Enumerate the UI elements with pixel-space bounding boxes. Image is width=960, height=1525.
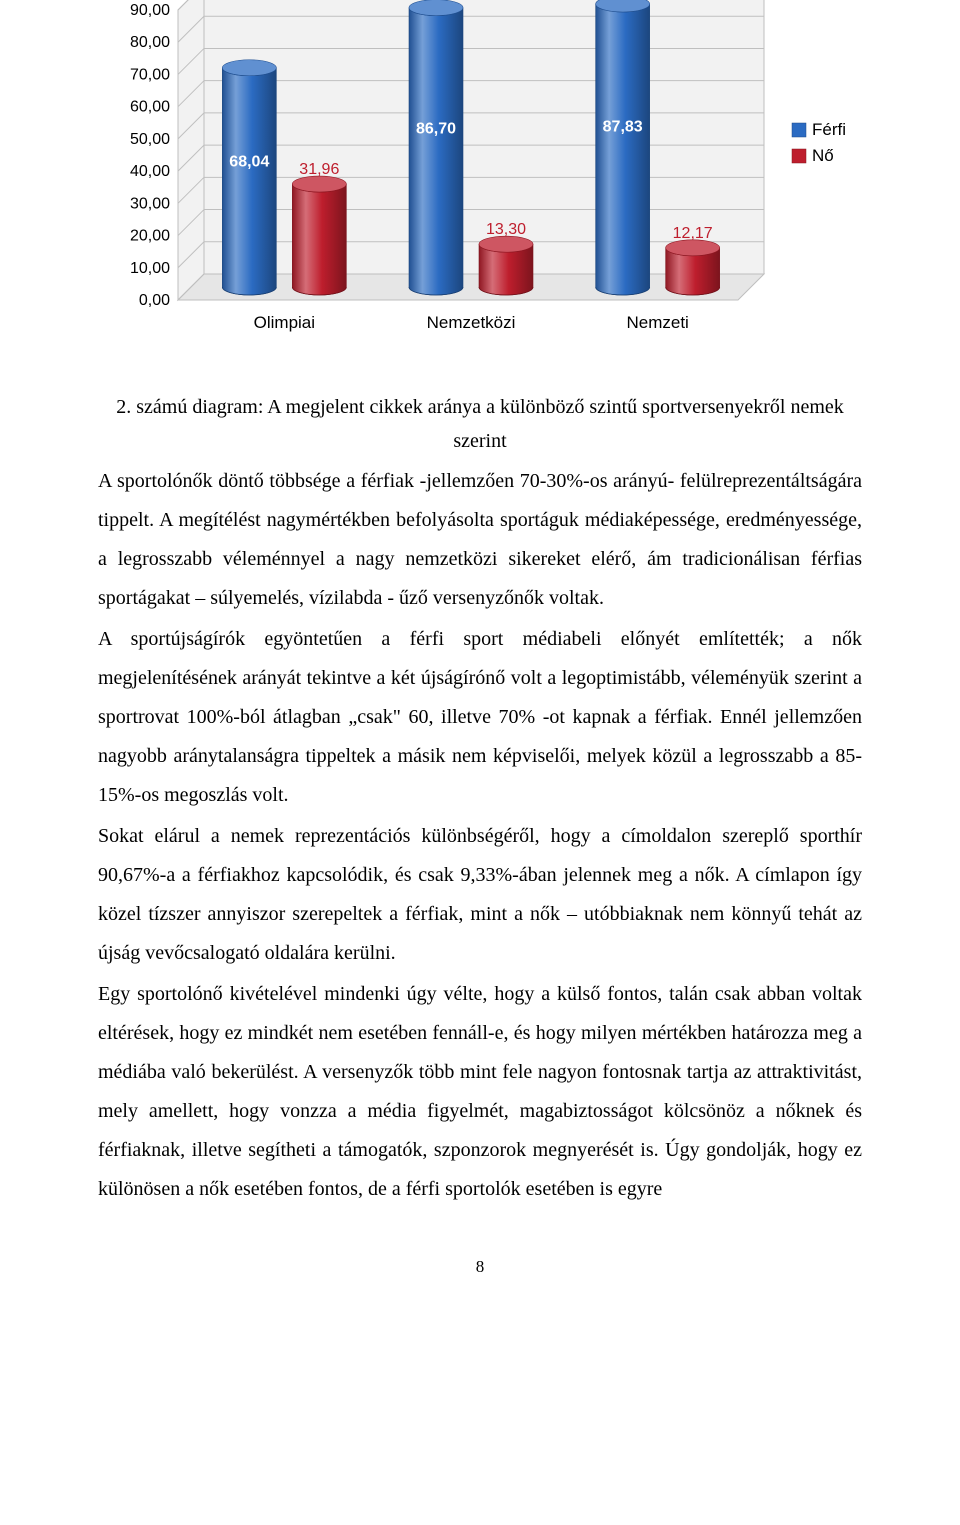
svg-text:68,04: 68,04 (229, 153, 269, 170)
svg-text:70,00: 70,00 (130, 66, 170, 83)
svg-text:Nemzeti: Nemzeti (626, 313, 688, 332)
caption-line-1: 2. számú diagram: A megjelent cikkek ará… (116, 396, 844, 418)
svg-text:50,00: 50,00 (130, 131, 170, 148)
svg-text:80,00: 80,00 (130, 34, 170, 51)
svg-text:Nő: Nő (812, 146, 834, 165)
svg-text:60,00: 60,00 (130, 99, 170, 116)
paragraph-4: Egy sportolónő kivételével mindenki úgy … (98, 975, 862, 1209)
svg-text:12,17: 12,17 (673, 225, 713, 242)
bar-chart: 0,00 10,00 20,00 30,00 40,00 50,00 60,00 70,00 8… (98, 0, 862, 370)
page-number: 8 (98, 1257, 862, 1277)
caption-line-2: szerint (453, 430, 506, 452)
svg-text:Férfi: Férfi (812, 120, 846, 139)
paragraph-2: A sportújságírók egyöntetűen a férfi spo… (98, 620, 862, 815)
svg-text:0,00: 0,00 (139, 292, 170, 309)
svg-text:86,70: 86,70 (416, 120, 456, 137)
chart-caption: 2. számú diagram: A megjelent cikkek ará… (98, 390, 862, 458)
svg-text:90,00: 90,00 (130, 2, 170, 19)
svg-text:20,00: 20,00 (130, 228, 170, 245)
svg-text:31,96: 31,96 (299, 161, 339, 178)
paragraph-1: A sportolónők döntő többsége a férfiak -… (98, 462, 862, 618)
svg-text:40,00: 40,00 (130, 163, 170, 180)
svg-text:87,83: 87,83 (603, 118, 643, 135)
svg-text:Olimpiai: Olimpiai (254, 313, 315, 332)
body-text: A sportolónők döntő többsége a férfiak -… (98, 462, 862, 1209)
svg-text:10,00: 10,00 (130, 260, 170, 277)
svg-text:13,30: 13,30 (486, 221, 526, 238)
paragraph-3: Sokat elárul a nemek reprezentációs külö… (98, 817, 862, 973)
svg-text:Nemzetközi: Nemzetközi (427, 313, 516, 332)
chart-svg: 0,00 10,00 20,00 30,00 40,00 50,00 60,00 70,00 8… (98, 0, 862, 370)
svg-text:30,00: 30,00 (130, 195, 170, 212)
